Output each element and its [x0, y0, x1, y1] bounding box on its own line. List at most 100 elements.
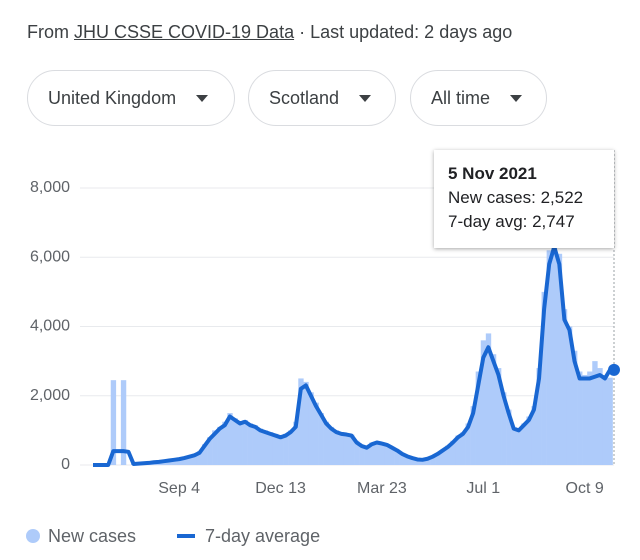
bar	[419, 459, 426, 465]
bar	[531, 406, 537, 465]
bar	[343, 433, 350, 465]
bar	[374, 441, 380, 465]
source-link[interactable]: JHU CSSE COVID-19 Data	[74, 22, 295, 42]
bar	[561, 309, 568, 465]
bar	[475, 371, 482, 465]
legend-label: New cases	[48, 526, 136, 546]
bar	[338, 432, 345, 465]
bar	[480, 340, 487, 465]
bar	[364, 446, 370, 465]
bar	[435, 453, 441, 465]
y-tick-label: 4,000	[30, 318, 70, 335]
bar	[384, 444, 390, 465]
tooltip: 5 Nov 2021 New cases: 2,522 7-day avg: 2…	[434, 150, 614, 248]
bar	[232, 418, 238, 465]
bar	[293, 421, 299, 465]
bar	[536, 368, 542, 465]
period-dropdown[interactable]: All time	[410, 70, 547, 126]
bar	[283, 433, 289, 465]
bar	[166, 460, 172, 465]
bar	[516, 428, 522, 465]
hover-dot	[608, 363, 620, 376]
bar	[424, 458, 431, 465]
country-dropdown[interactable]: United Kingdom	[27, 70, 235, 126]
line	[93, 244, 612, 467]
bar	[409, 457, 416, 465]
bar	[470, 406, 476, 465]
updated: · Last updated: 2 days ago	[299, 22, 513, 42]
source-prefix: From	[27, 22, 69, 42]
bar	[455, 435, 461, 465]
bar	[278, 435, 284, 465]
bar	[318, 413, 324, 465]
bar	[181, 457, 188, 465]
bar	[247, 423, 253, 465]
bar	[348, 434, 355, 465]
bar	[262, 430, 269, 465]
bar	[597, 368, 603, 465]
bar	[399, 453, 406, 465]
bar	[257, 428, 264, 465]
bar	[541, 291, 547, 465]
x-tick-label: Dec 13	[255, 480, 306, 497]
bar	[571, 350, 578, 465]
bar	[298, 378, 304, 465]
bar	[359, 444, 365, 465]
dropdown-arrow	[359, 94, 372, 102]
bar	[191, 453, 198, 465]
bar	[582, 374, 588, 465]
bar	[288, 430, 294, 465]
region-dropdown[interactable]: Scotland	[248, 70, 396, 126]
bar	[607, 377, 613, 465]
bar	[602, 374, 608, 465]
bar	[110, 380, 117, 465]
bar	[440, 449, 446, 465]
bar	[490, 354, 497, 465]
bar	[171, 459, 177, 465]
bar	[414, 459, 421, 465]
bar	[217, 426, 223, 465]
bar	[323, 421, 329, 465]
bar	[201, 444, 208, 465]
bar	[521, 423, 527, 465]
bar	[252, 425, 259, 465]
dropdown-arrow	[510, 94, 523, 102]
bar	[212, 430, 218, 465]
source-line: From JHU CSSE COVID-19 Data · Last updat…	[27, 22, 512, 43]
bar	[577, 371, 583, 465]
bar	[551, 243, 558, 465]
bar	[379, 442, 385, 465]
legend-swatch	[26, 529, 40, 543]
bar	[546, 250, 553, 465]
bar	[242, 419, 248, 465]
tooltip-date: 5 Nov 2021	[448, 164, 537, 183]
bar	[369, 442, 375, 465]
bar	[566, 326, 573, 465]
bar	[465, 423, 471, 465]
bar	[404, 455, 411, 465]
bar	[333, 430, 340, 465]
bar	[267, 432, 274, 465]
bar	[303, 381, 309, 465]
bar	[308, 392, 314, 465]
bar	[445, 445, 451, 465]
bar	[460, 432, 466, 465]
bar	[450, 440, 456, 465]
y-tick-label: 6,000	[30, 248, 70, 265]
bar	[222, 421, 228, 465]
bar	[120, 380, 127, 465]
y-tick-label: 0	[61, 456, 70, 473]
bar	[313, 402, 319, 465]
x-tick-label: Sep 4	[158, 480, 200, 497]
bar	[495, 368, 502, 465]
tooltip-new-cases: New cases: 2,522	[448, 188, 584, 207]
bar	[556, 253, 563, 465]
bar	[506, 409, 512, 465]
bar	[186, 455, 193, 465]
dropdown-label: All time	[431, 87, 491, 108]
bar	[394, 449, 400, 465]
bar-series	[110, 243, 613, 465]
y-tick-label: 2,000	[30, 387, 70, 404]
